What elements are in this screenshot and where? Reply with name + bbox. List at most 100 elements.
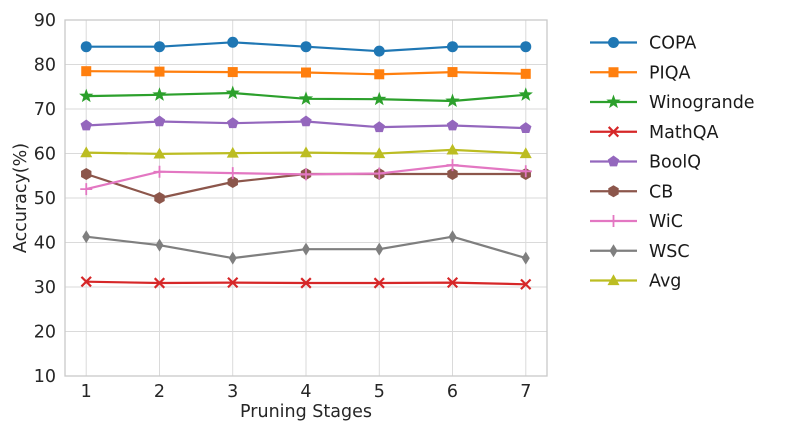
hexagon-marker [608,185,619,198]
plus-marker [80,183,93,196]
circle-marker [520,41,532,53]
y-tick-label: 50 [34,189,56,209]
x-marker [607,126,620,138]
x-tick-label: 1 [81,382,92,402]
triangle-marker [446,143,459,155]
legend: COPA PIQA Winogrande MathQA BoolQ CB WiC WSC Avg [590,34,755,292]
series-boolq [80,115,532,133]
triangle-marker [226,146,239,158]
legend-label: Avg [649,272,681,292]
series-winogrande [79,85,533,108]
diamond-marker [448,230,457,244]
series-copa [80,36,532,57]
legend-label: BoolQ [649,153,701,173]
legend-entry-wic: WiC [590,212,683,232]
circle-marker [447,41,459,53]
pentagon-marker [300,115,312,127]
y-tick-label: 40 [34,234,56,254]
plus-marker [300,168,312,181]
hexagon-marker [81,167,92,180]
triangle-marker [519,147,532,159]
diamond-marker [155,238,164,252]
plot-frame [64,19,548,377]
circle-marker [373,45,385,57]
plus-marker [519,165,532,178]
pentagon-marker [80,119,92,131]
legend-entry-winogrande: Winogrande [590,93,755,113]
diamond-marker [375,242,384,256]
legend-label: MathQA [649,123,719,143]
pentagon-marker [520,122,532,133]
plus-marker [446,159,459,172]
x-marker [80,276,92,288]
plus-marker [607,215,620,227]
legend-label: CB [649,182,673,202]
star-marker [152,87,167,101]
hexagon-marker [447,167,458,180]
legend-entry-mathqa: MathQA [590,123,719,143]
star-marker [445,93,460,108]
series-piqa [81,66,531,80]
y-tick-label: 20 [34,323,56,343]
circle-marker [608,37,619,48]
x-marker [153,277,166,289]
x-tick-label: 5 [374,382,385,402]
x-tick-label: 7 [520,382,531,402]
legend-entry-boolq: BoolQ [590,153,701,173]
legend-entry-piqa: PIQA [590,63,690,83]
x-tick-label: 3 [227,382,238,402]
legend-entry-copa: COPA [590,34,696,54]
pentagon-marker [373,121,385,133]
legend-label: Winogrande [649,93,755,113]
legend-label: WSC [649,242,690,262]
square-marker [81,66,92,77]
x-tick-label: 4 [300,382,311,402]
tick-labels: 10 20 30 40 50 60 70 80 90 1 2 3 4 5 6 7 [34,11,532,402]
square-marker [608,67,619,78]
plus-marker [153,165,166,178]
circle-marker [227,36,239,48]
diamond-marker [609,244,618,258]
plus-marker [226,167,239,180]
x-marker [446,276,459,289]
series-wic [80,159,532,196]
pentagon-marker [153,115,166,127]
circle-marker [300,41,312,53]
diamond-marker [521,251,530,265]
circle-marker [80,41,92,53]
x-marker [227,276,239,289]
y-tick-label: 70 [34,100,56,120]
hexagon-marker [154,192,165,204]
star-marker [225,85,240,100]
pentagon-marker [227,117,239,129]
x-tick-label: 6 [447,382,458,402]
pentagon-marker [607,155,620,167]
star-marker [372,91,387,106]
plus-marker [373,167,386,180]
legend-label: PIQA [649,63,690,83]
series-mathqa [80,276,532,290]
square-marker [154,66,165,77]
y-tick-label: 30 [34,278,56,298]
circle-marker [153,41,165,53]
x-tick-label: 2 [154,382,165,402]
triangle-marker [373,147,386,159]
y-tick-label: 10 [34,367,56,387]
diamond-marker [228,251,237,265]
y-tick-label: 80 [34,56,56,76]
legend-entry-cb: CB [590,182,673,202]
legend-label: WiC [649,212,683,232]
y-tick-label: 90 [34,11,56,31]
square-marker [227,67,238,78]
triangle-marker [153,147,166,159]
legend-entry-avg: Avg [590,272,681,292]
diamond-marker [302,242,310,256]
square-marker [301,67,311,78]
y-tick-label: 60 [34,145,56,165]
legend-label: COPA [649,34,696,54]
series-wsc [82,230,530,265]
diamond-marker [82,230,91,244]
star-marker [606,94,621,109]
star-marker [298,91,314,105]
